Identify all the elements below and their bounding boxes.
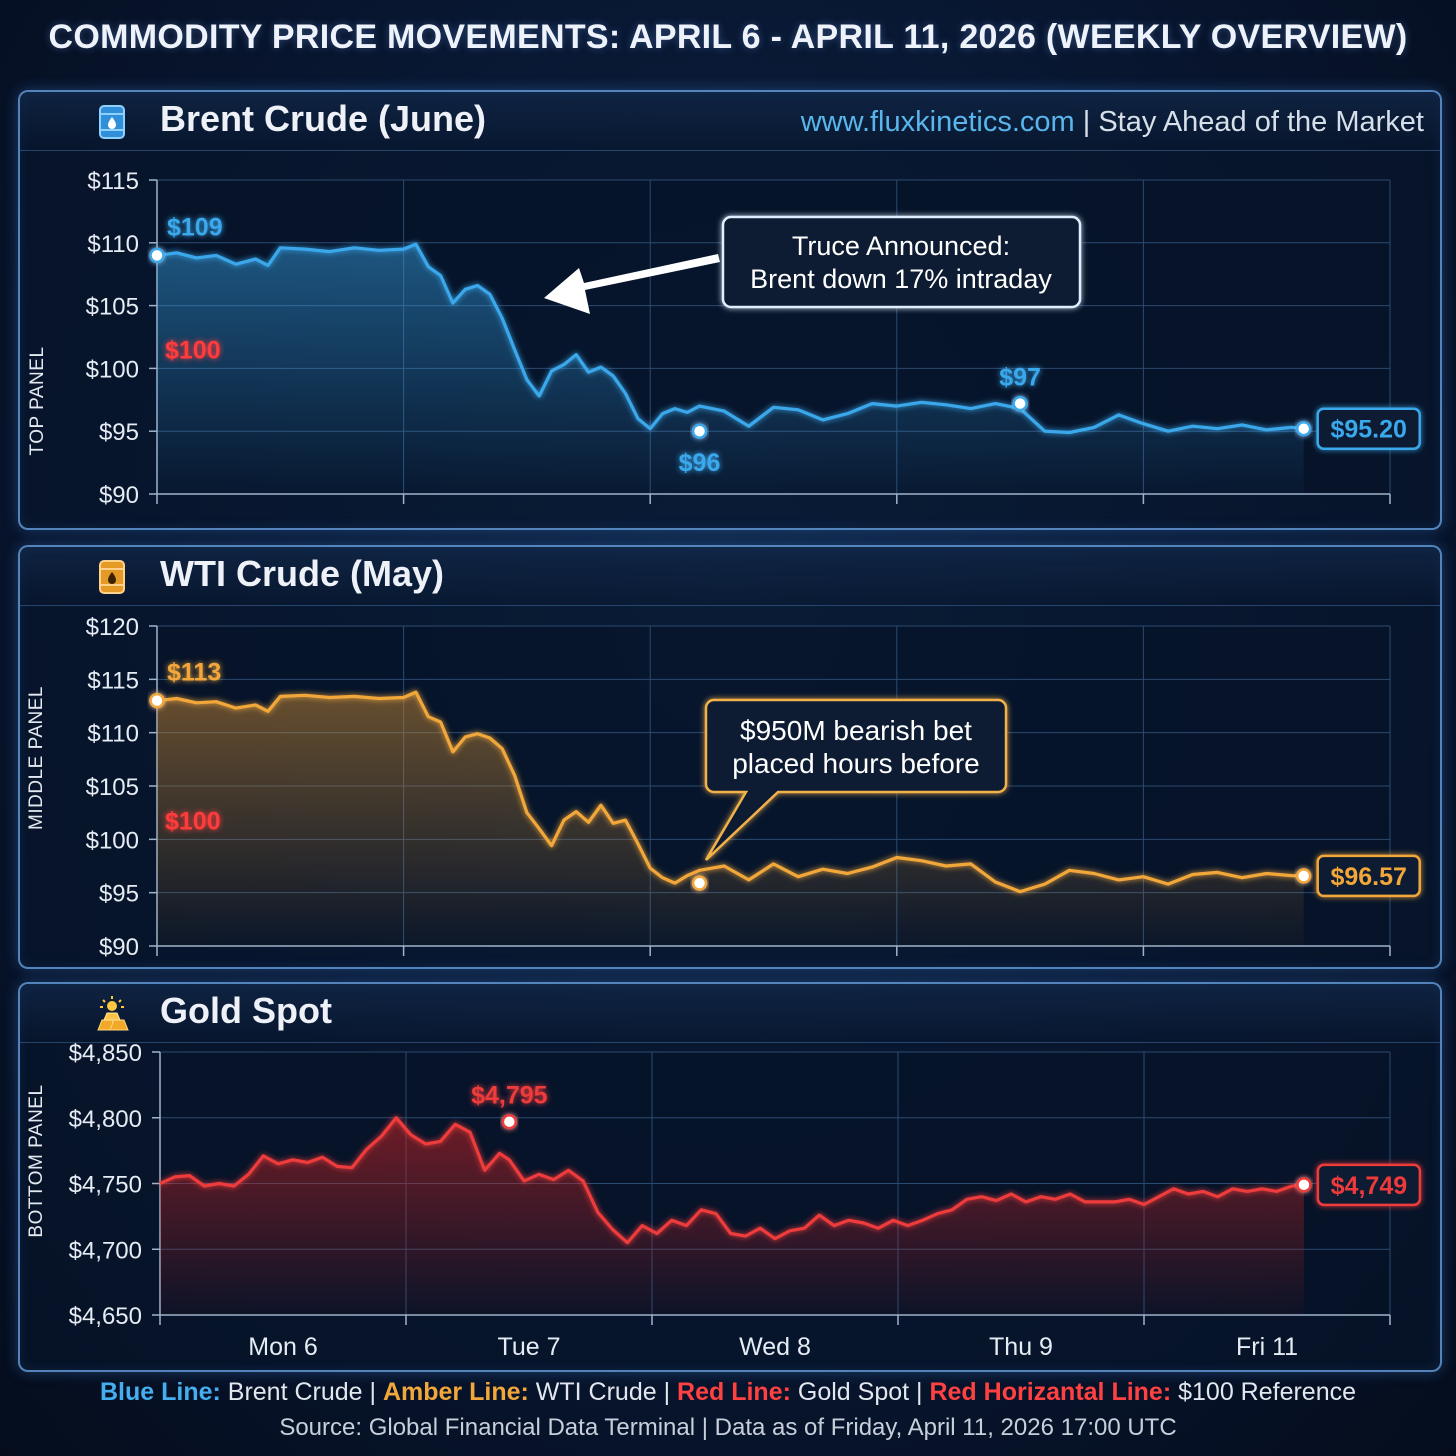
brent-panel-header: Brent Crude (June) www.fluxkinetics.com … [20, 92, 1440, 151]
brent-series-line [156, 242, 1304, 435]
page-title: COMMODITY PRICE MOVEMENTS: APRIL 6 - APR… [48, 18, 1408, 56]
wti-data-point [149, 692, 165, 709]
legend-key-wti: Amber Line: [382, 1378, 529, 1406]
oil-barrel-icon [99, 560, 125, 594]
brent-point-label: $109 [167, 213, 223, 241]
brent-data-point [691, 423, 708, 439]
wti-callout-box [704, 698, 1008, 861]
wti-callout-line2: placed hours before [732, 748, 980, 779]
xtick-label: Mon 6 [248, 1333, 317, 1361]
xtick-label: Wed 8 [739, 1333, 811, 1361]
wti-callout-line1: $950M bearish bet [740, 715, 972, 746]
wti-ytick-label: $110 [87, 721, 139, 748]
gold-area [160, 1117, 1304, 1315]
callout-arrow-icon [544, 254, 720, 314]
brent-area [157, 244, 1304, 494]
brent-data-point [1012, 395, 1028, 412]
gold-series-line [159, 1116, 1305, 1245]
wti-panel-header: WTI Crude (May) [20, 547, 1440, 606]
wti-last-value-label: $96.57 [1330, 863, 1406, 891]
legend-key-reference: Red Horizantal Line: [929, 1378, 1172, 1406]
legend: Blue Line: Brent Crude | Amber Line: WTI… [99, 1378, 1357, 1406]
gold-title: Gold Spot [160, 990, 332, 1031]
brent-callout-line1: Truce Announced: [792, 231, 1010, 261]
brent-ytick-label: $110 [87, 231, 139, 258]
brent-point-label: $97 [999, 364, 1041, 392]
gold-point-label: $4,795 [471, 1082, 548, 1110]
gold-ytick-label: $4,650 [69, 1303, 142, 1330]
brent-title: Brent Crude (June) [160, 98, 487, 139]
wti-ytick-label: $120 [86, 614, 139, 641]
header-link[interactable]: www.fluxkinetics.com | Stay Ahead of the… [800, 106, 1424, 138]
wti-ytick-label: $95 [99, 881, 139, 908]
tagline: Stay Ahead of the Market [1098, 106, 1424, 138]
wti-last-value-badge [1316, 854, 1421, 898]
brent-ytick-label: $115 [87, 168, 139, 195]
brent-callout-line2: Brent down 17% intraday [750, 264, 1052, 294]
wti-data-point [691, 875, 708, 891]
brent-last-value-label: $95.20 [1330, 416, 1406, 444]
brent-data-point [1295, 420, 1312, 437]
wti-ytick-label: $90 [99, 934, 139, 961]
wti-ytick-label: $100 [86, 827, 139, 854]
xtick-label: Tue 7 [497, 1333, 560, 1361]
gold-ytick-label: $4,800 [69, 1106, 142, 1133]
gold-panel-header: Gold Spot [20, 984, 1440, 1043]
legend-key-gold: Red Line: [677, 1378, 791, 1406]
brent-ytick-label: $105 [86, 294, 139, 321]
site-link[interactable]: www.fluxkinetics.com [800, 106, 1075, 138]
wti-ytick-label: $105 [86, 774, 139, 801]
legend-key-brent: Blue Line: [99, 1378, 221, 1406]
wti-reference-label: $100 [165, 807, 221, 835]
legend-value-brent: Brent Crude [227, 1378, 363, 1406]
brent-callout-box [721, 215, 1082, 309]
legend-value-reference: $100 Reference [1178, 1378, 1357, 1406]
wti-data-point [1295, 868, 1312, 884]
wti-title: WTI Crude (May) [160, 553, 444, 594]
brent-last-value-badge [1316, 407, 1421, 450]
gold-ytick-label: $4,700 [69, 1237, 142, 1264]
source-note: Source: Global Financial Data Terminal |… [279, 1414, 1177, 1441]
gold-last-value-label: $4,749 [1331, 1172, 1407, 1200]
gold-ytick-label: $4,850 [69, 1040, 142, 1067]
brent-ytick-label: $100 [86, 356, 139, 383]
gold-last-value-badge [1316, 1163, 1422, 1207]
gold-bars-icon [97, 996, 129, 1031]
gold-ytick-label: $4,750 [69, 1172, 142, 1199]
xtick-label: Thu 9 [989, 1333, 1053, 1361]
wti-point-label: $113 [167, 659, 221, 687]
wti-series-line [156, 690, 1304, 894]
gold-data-point [1296, 1177, 1312, 1193]
brent-ytick-label: $95 [99, 419, 139, 446]
brent-ytick-label: $90 [99, 482, 139, 509]
gold-data-point [501, 1113, 518, 1130]
legend-value-gold: Gold Spot [797, 1378, 910, 1406]
oil-barrel-icon [99, 105, 125, 139]
brent-data-point [149, 247, 165, 264]
xtick-label: Fri 11 [1236, 1333, 1298, 1361]
wti-area [157, 692, 1304, 946]
brent-reference-label: $100 [165, 336, 221, 364]
wti-ytick-label: $115 [87, 667, 139, 694]
brent-point-label: $96 [679, 449, 721, 477]
legend-value-wti: WTI Crude [535, 1378, 657, 1406]
